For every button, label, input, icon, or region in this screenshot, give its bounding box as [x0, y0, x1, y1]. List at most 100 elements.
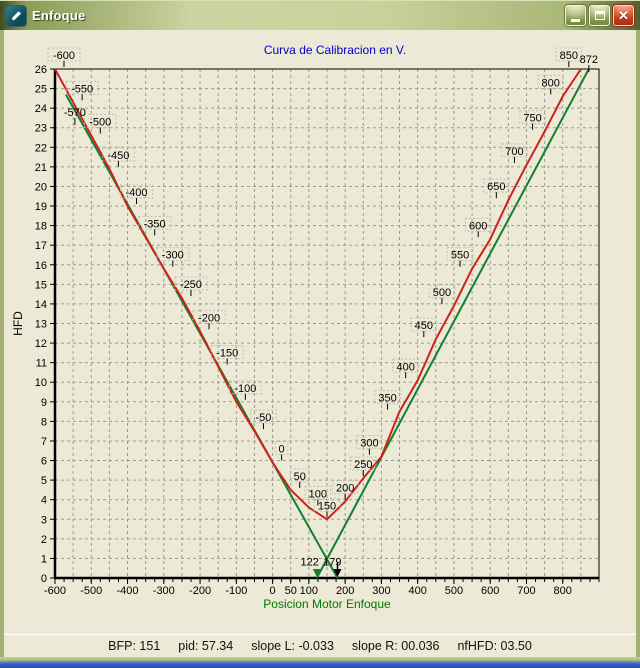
status-pid: pid: 57.34 — [178, 639, 234, 653]
y-tick-label: 24 — [35, 103, 47, 115]
point-label: -200 — [198, 312, 220, 324]
point-label-box — [446, 247, 474, 262]
x-tick-label: -300 — [153, 585, 175, 597]
y-tick-label: 9 — [41, 397, 47, 409]
point-label: 450 — [415, 320, 433, 332]
y-tick-label: 2 — [41, 534, 47, 546]
point-label: 100 — [309, 489, 327, 501]
point-label: 700 — [505, 146, 523, 158]
point-label-box — [250, 409, 277, 424]
point-label: 200 — [336, 483, 354, 495]
minimize-button[interactable] — [565, 5, 586, 26]
y-tick-label: 11 — [36, 358, 47, 370]
y-tick-label: 21 — [35, 162, 47, 174]
status-nfhfd: nfHFD: 03.50 — [457, 639, 532, 653]
close-icon: ✕ — [618, 8, 629, 23]
x-tick-label: -500 — [80, 585, 102, 597]
y-tick-label: 7 — [41, 436, 47, 448]
point-label-box — [501, 143, 528, 158]
point-label-box — [464, 217, 492, 232]
x-tick-label: 50 — [285, 585, 297, 597]
point-label: 850 — [560, 50, 578, 62]
point-label: -50 — [256, 412, 272, 424]
window-title: Enfoque — [32, 8, 86, 23]
chart-title: Curva de Calibracion en V. — [264, 43, 406, 57]
slope-right-line — [315, 68, 590, 579]
point-label: -550 — [71, 83, 93, 95]
y-tick-label: 6 — [41, 456, 47, 468]
status-slope-l: slope L: -0.033 — [251, 639, 334, 653]
y-tick-label: 8 — [41, 416, 47, 428]
point-label: -250 — [180, 279, 202, 291]
y-tick-label: 13 — [35, 319, 47, 331]
y-tick-label: 1 — [41, 553, 47, 565]
close-button[interactable]: ✕ — [613, 5, 634, 26]
x-tick-label: -200 — [189, 585, 211, 597]
x-tick-label: 800 — [554, 585, 572, 597]
point-label: 550 — [451, 250, 469, 262]
point-label: 800 — [542, 77, 560, 89]
y-tick-label: 22 — [35, 142, 47, 154]
annotation--570: -570 — [64, 107, 86, 119]
x-axis-title: Posicion Motor Enfoque — [263, 597, 391, 611]
x-tick-label: 200 — [336, 585, 354, 597]
y-tick-label: 5 — [41, 475, 47, 487]
x-tick-label: 300 — [372, 585, 390, 597]
y-tick-label: 20 — [35, 181, 47, 193]
annotation-872: 872 — [580, 54, 598, 66]
point-label: -600 — [53, 50, 75, 62]
annotation-122: 122 — [300, 556, 318, 568]
point-label-box — [350, 456, 377, 471]
point-label-box — [537, 74, 564, 89]
y-tick-label: 15 — [35, 279, 47, 291]
x-tick-label: -400 — [117, 585, 139, 597]
point-label-box — [410, 317, 438, 332]
pencil-icon — [11, 10, 21, 21]
point-label: -400 — [126, 187, 148, 199]
point-label: -300 — [162, 250, 184, 262]
point-label-box — [519, 110, 546, 125]
y-tick-label: 17 — [35, 240, 47, 252]
plot-border — [55, 68, 600, 578]
point-label-box — [483, 178, 510, 193]
point-label: -350 — [144, 218, 166, 230]
point-label-box — [304, 486, 332, 501]
point-label: 650 — [487, 181, 505, 193]
y-tick-label: 16 — [35, 260, 47, 272]
point-label-box — [313, 497, 341, 512]
point-label: 750 — [523, 113, 541, 125]
y-axis-title: HFD — [11, 311, 25, 336]
minimize-icon — [571, 18, 580, 22]
window-bottom-border — [0, 657, 640, 661]
titlebar[interactable]: Enfoque ✕ — [0, 0, 640, 30]
x-tick-label: -100 — [225, 585, 247, 597]
status-slope-r: slope R: 00.036 — [351, 639, 440, 653]
y-tick-label: 25 — [35, 84, 47, 96]
point-label-box — [555, 47, 583, 62]
window-body: 0 1 2 3 4 5 6 7 8 9 10 11 12 13 14 15 16 17 18 19 20 21 22 23 24… — [0, 30, 640, 657]
point-label: -150 — [216, 348, 238, 360]
x-tick-label: 500 — [445, 585, 463, 597]
x-tick-label: 0 — [270, 585, 276, 597]
maximize-button[interactable] — [589, 5, 610, 26]
x-tick-label: -600 — [44, 585, 66, 597]
chart-svg: 0123456789101112131415161718192021222324… — [11, 43, 600, 611]
point-label: 250 — [354, 459, 372, 471]
y-tick-label: 26 — [35, 64, 47, 76]
x-tick-label: 100 — [300, 585, 318, 597]
down-arrow-icon — [333, 569, 342, 577]
point-label: 150 — [318, 500, 336, 512]
y-tick-label: 10 — [35, 377, 47, 389]
point-label: -100 — [234, 383, 256, 395]
point-label: 350 — [378, 393, 396, 405]
point-label: -500 — [89, 117, 111, 129]
status-bfp: BFP: 151 — [108, 639, 161, 653]
maximize-icon — [594, 11, 605, 20]
point-label-box — [392, 358, 419, 373]
app-icon — [6, 5, 26, 26]
x-tick-label: 700 — [517, 585, 535, 597]
point-label-box — [274, 440, 289, 455]
point-label-box — [331, 480, 359, 495]
point-label: 600 — [469, 220, 487, 232]
